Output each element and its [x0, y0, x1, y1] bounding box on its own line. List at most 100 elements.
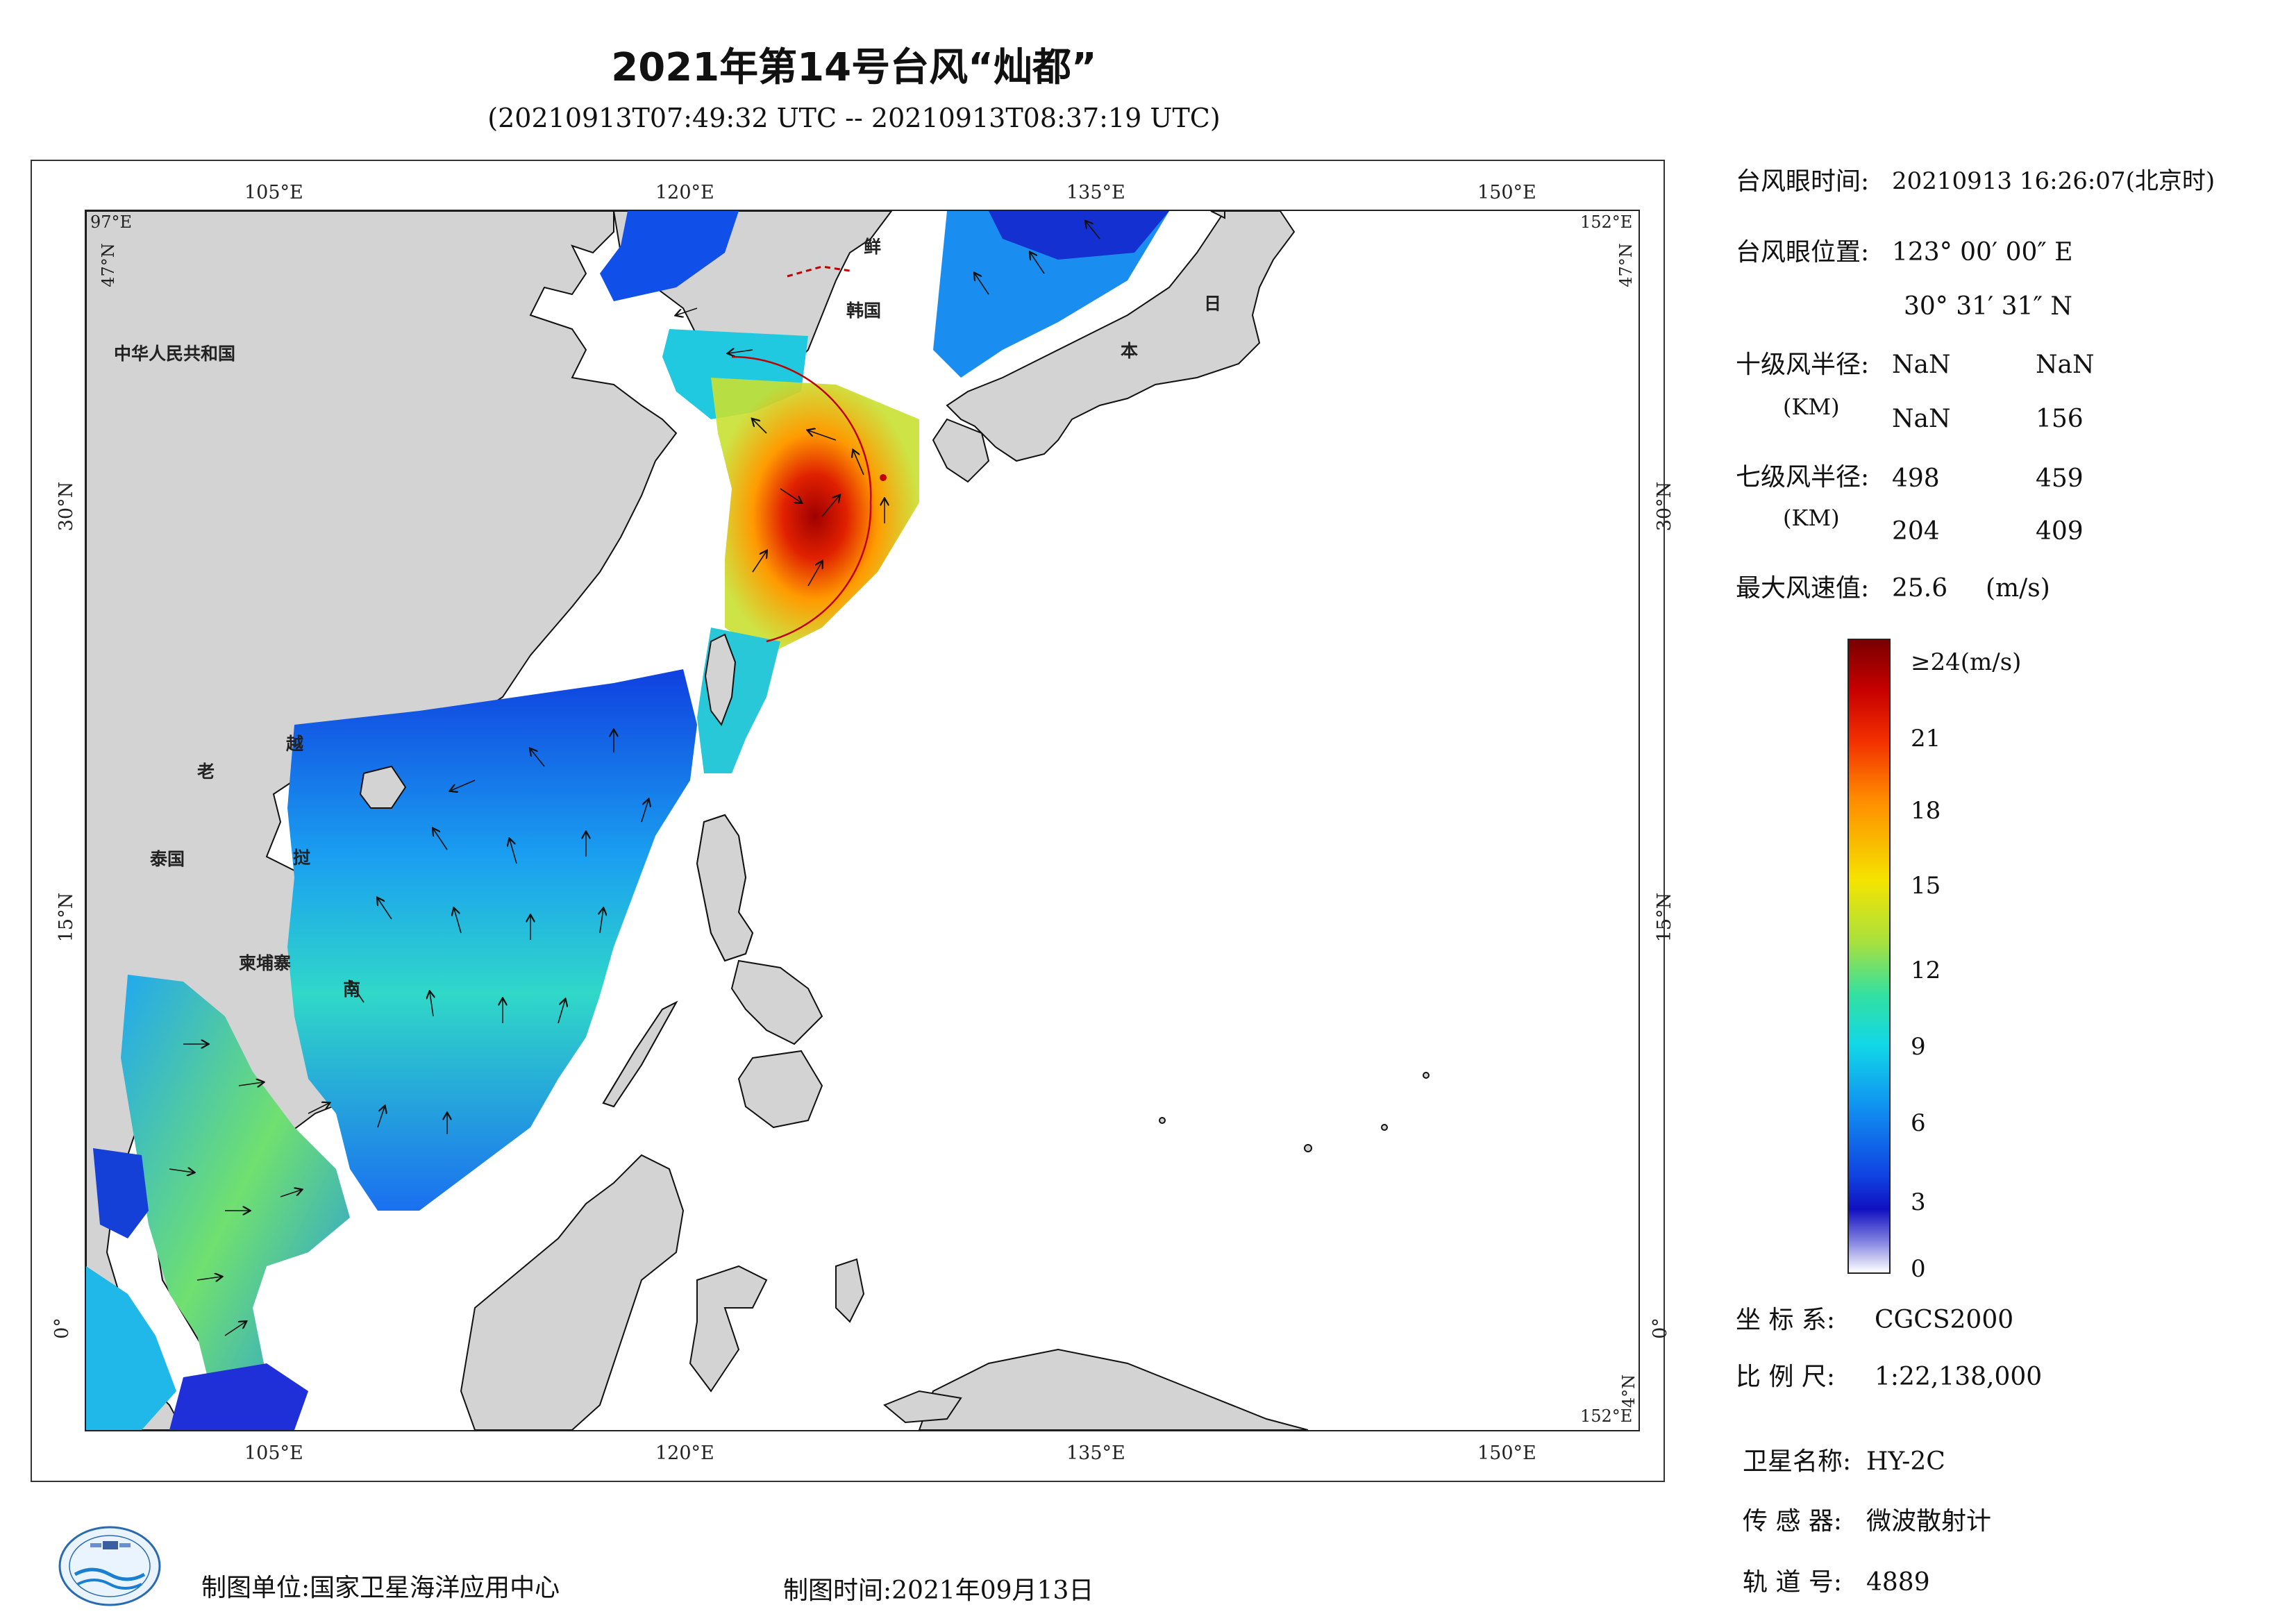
r7-value-se: 459 [2036, 464, 2084, 493]
colorbar-label-24: ≥24(m/s) [1911, 648, 2022, 676]
label-korea-s: 韩国 [846, 301, 881, 321]
land-taiwan-top [704, 633, 737, 727]
wind-arrow [451, 780, 476, 791]
wind-arrow [1030, 253, 1045, 274]
lon-label-120-top: 120°E [655, 182, 714, 203]
land-island-a [1381, 1124, 1388, 1131]
eye-pos-lon: 123° 00′ 00″ E [1892, 238, 2073, 267]
wind-arrow [196, 1277, 221, 1280]
land-guam [1304, 1144, 1312, 1152]
r10-value-nw: 156 [2036, 405, 2084, 433]
wind-arrow [378, 898, 392, 920]
lon-label-150-top: 150°E [1477, 182, 1536, 203]
max-wind-unit: (m/s) [1986, 574, 2050, 603]
max-wind-label: 最大风速值: [1736, 574, 1870, 603]
lon-label-135-bottom: 135°E [1066, 1443, 1125, 1464]
corner-label-lat-tr: 47°N [1616, 243, 1636, 287]
colorbar-label-0: 0 [1911, 1255, 1926, 1283]
label-china: 中华人民共和国 [114, 344, 235, 364]
land-japan-south [932, 418, 990, 483]
land-halmahera [835, 1258, 865, 1323]
scale-label: 比 例 尺: [1736, 1363, 1836, 1391]
label-korea-n: 鲜 [864, 237, 881, 257]
land-hainan-top [359, 765, 407, 809]
corner-label-lon-br: 152°E [1580, 1406, 1633, 1426]
lon-label-120-bottom: 120°E [655, 1443, 714, 1464]
wind-arrow [280, 1190, 301, 1197]
sensor-value: 微波散射计 [1866, 1507, 1992, 1536]
corner-label-lon-tl: 97°E [90, 212, 133, 232]
colorbar-label-15: 15 [1911, 872, 1941, 900]
land-hokkaido [1210, 211, 1225, 219]
lat-label-15-right: 15°N [1654, 892, 1676, 943]
eye-pos-lat: 30° 31′ 31″ N [1904, 292, 2072, 321]
satellite-value: HY-2C [1866, 1447, 1945, 1476]
scale-value: 1:22,138,000 [1875, 1363, 2043, 1391]
crs-label: 坐 标 系: [1736, 1306, 1836, 1334]
r7-value-sw: 204 [1892, 517, 1940, 546]
typhoon-eye-marker [880, 474, 887, 481]
r10-unit: (KM) [1783, 394, 1840, 420]
swath-java [169, 1363, 308, 1430]
r10-value-ne: NaN [1892, 351, 1951, 379]
lon-label-105-bottom: 105°E [244, 1443, 303, 1464]
r10-value-sw: NaN [1892, 405, 1951, 433]
eye-time-label: 台风眼时间: [1736, 167, 1870, 196]
land-mindanao [737, 1050, 823, 1129]
r7-label: 七级风半径: [1736, 463, 1870, 491]
land-sulawesi [689, 1265, 768, 1393]
wind-arrow [350, 982, 364, 1003]
label-cambodia: 柬埔寨 [239, 953, 291, 973]
map-title: 2021年第14号台风“灿都” [611, 45, 1097, 90]
swath-scs [287, 669, 697, 1211]
wind-arrow [975, 274, 989, 295]
wind-arrow [430, 992, 433, 1017]
colorbar-label-12: 12 [1911, 957, 1941, 984]
wind-arrow [807, 562, 822, 587]
wind-arrow [530, 749, 545, 767]
corner-label-lat-br: 4°N [1619, 1374, 1639, 1408]
max-wind-value: 25.6 [1892, 574, 1948, 603]
wind-arrow [753, 419, 767, 434]
wind-arrow [780, 488, 801, 503]
wind-arrow [853, 451, 864, 476]
label-vietnam-1: 越 [286, 734, 304, 754]
label-laos: 老 [197, 762, 215, 782]
land-visayas [730, 959, 823, 1045]
lat-label-0-left: 0° [51, 1318, 73, 1339]
wind-arrow [728, 350, 753, 353]
wind-arrow [510, 839, 517, 864]
korea-border-dashed [787, 265, 850, 278]
eye-pos-label: 台风眼位置: [1736, 238, 1870, 267]
r10-label: 十级风半径: [1736, 351, 1870, 379]
colorbar-label-21: 21 [1911, 725, 1941, 752]
wind-arrow [433, 829, 448, 850]
wind-arrow [238, 1082, 263, 1086]
map-area: 中华人民共和国 鲜 韩国 日 本 老 越 挝 南 泰国 柬埔寨 [85, 210, 1640, 1431]
wind-arrow [1086, 221, 1100, 239]
satellite-label: 卫星名称: [1743, 1447, 1852, 1476]
wind-arrow [454, 909, 462, 934]
land-luzon-top [696, 814, 754, 962]
land-island-c [1159, 1117, 1166, 1124]
lat-label-30-right: 30°N [1654, 481, 1676, 532]
wind-arrow [169, 1169, 194, 1172]
label-vietnam-3: 南 [343, 979, 360, 1000]
orbit-value: 4889 [1866, 1568, 1930, 1597]
lat-label-0-right: 0° [1649, 1318, 1671, 1339]
land-island-b [1423, 1072, 1430, 1079]
eye-time-value: 20210913 16:26:07(北京时) [1892, 167, 2215, 195]
lon-label-105-top: 105°E [244, 182, 303, 203]
corner-label-lon-tr: 152°E [1580, 212, 1633, 232]
wind-arrow [308, 1103, 329, 1114]
label-thailand: 泰国 [150, 849, 185, 869]
lon-label-150-bottom: 150°E [1477, 1443, 1536, 1464]
r10-value-se: NaN [2036, 351, 2095, 379]
swath-bohai [600, 211, 739, 301]
typhoon-radius-arc [731, 355, 872, 643]
footer-unit: 制图单位:国家卫星海洋应用中心 [201, 1574, 560, 1602]
swath-andaman [93, 1148, 149, 1238]
map-canvas: 中华人民共和国 鲜 韩国 日 本 老 越 挝 南 泰国 柬埔寨 [86, 211, 1430, 1430]
colorbar-label-6: 6 [1911, 1109, 1926, 1137]
wind-arrow [641, 800, 648, 823]
